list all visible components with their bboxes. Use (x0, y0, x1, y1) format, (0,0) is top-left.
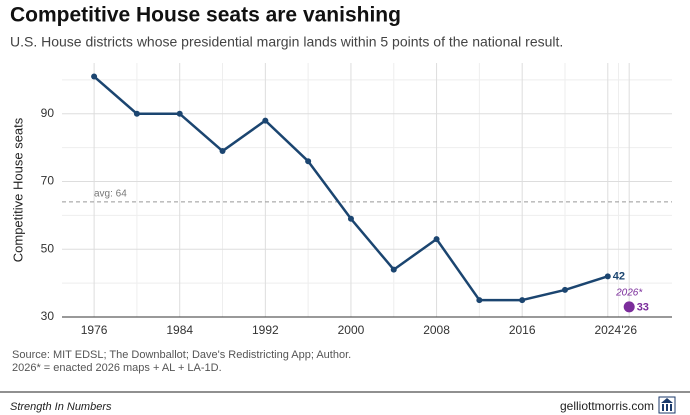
point (519, 297, 526, 304)
chart-subtitle: U.S. House districts whose presidential … (10, 34, 563, 50)
x-tick-label: 1992 (252, 323, 279, 337)
x-tick-label: 1976 (81, 323, 108, 337)
point (604, 273, 611, 280)
site: gelliottmorris.com (560, 399, 654, 413)
x-tick-label: '26 (621, 323, 637, 337)
series-annotation: 2026* (615, 287, 643, 298)
source: Source: MIT EDSL; The Downballot; Dave's… (12, 349, 351, 361)
point (390, 266, 397, 273)
point (305, 158, 312, 165)
brand: Strength In Numbers (10, 401, 112, 413)
y-tick-label: 90 (41, 106, 55, 120)
x-tick-label: 2024 (594, 323, 621, 337)
avg-label: avg: 64 (94, 188, 127, 199)
y-tick-label: 70 (41, 174, 55, 188)
point (176, 110, 183, 117)
point (476, 297, 483, 304)
point (219, 148, 226, 155)
note: 2026* = enacted 2026 maps + AL + LA-1D. (12, 362, 222, 374)
chart-title: Competitive House seats are vanishing (10, 4, 401, 27)
x-tick-label: 2016 (509, 323, 536, 337)
x-tick-label: 1984 (166, 323, 193, 337)
x-tick-label: 2000 (338, 323, 365, 337)
point (433, 236, 440, 243)
point (561, 286, 568, 293)
x-tick-label: 2008 (423, 323, 450, 337)
point (91, 73, 98, 80)
y-tick-label: 30 (41, 309, 55, 323)
point (347, 215, 354, 222)
value-label: 33 (637, 302, 649, 314)
logo (658, 396, 676, 414)
y-axis-label: Competitive House seats (10, 117, 25, 262)
value-label: 42 (613, 270, 625, 282)
point (623, 301, 635, 313)
point (133, 110, 140, 117)
y-tick-label: 50 (41, 241, 55, 255)
point (262, 117, 269, 124)
